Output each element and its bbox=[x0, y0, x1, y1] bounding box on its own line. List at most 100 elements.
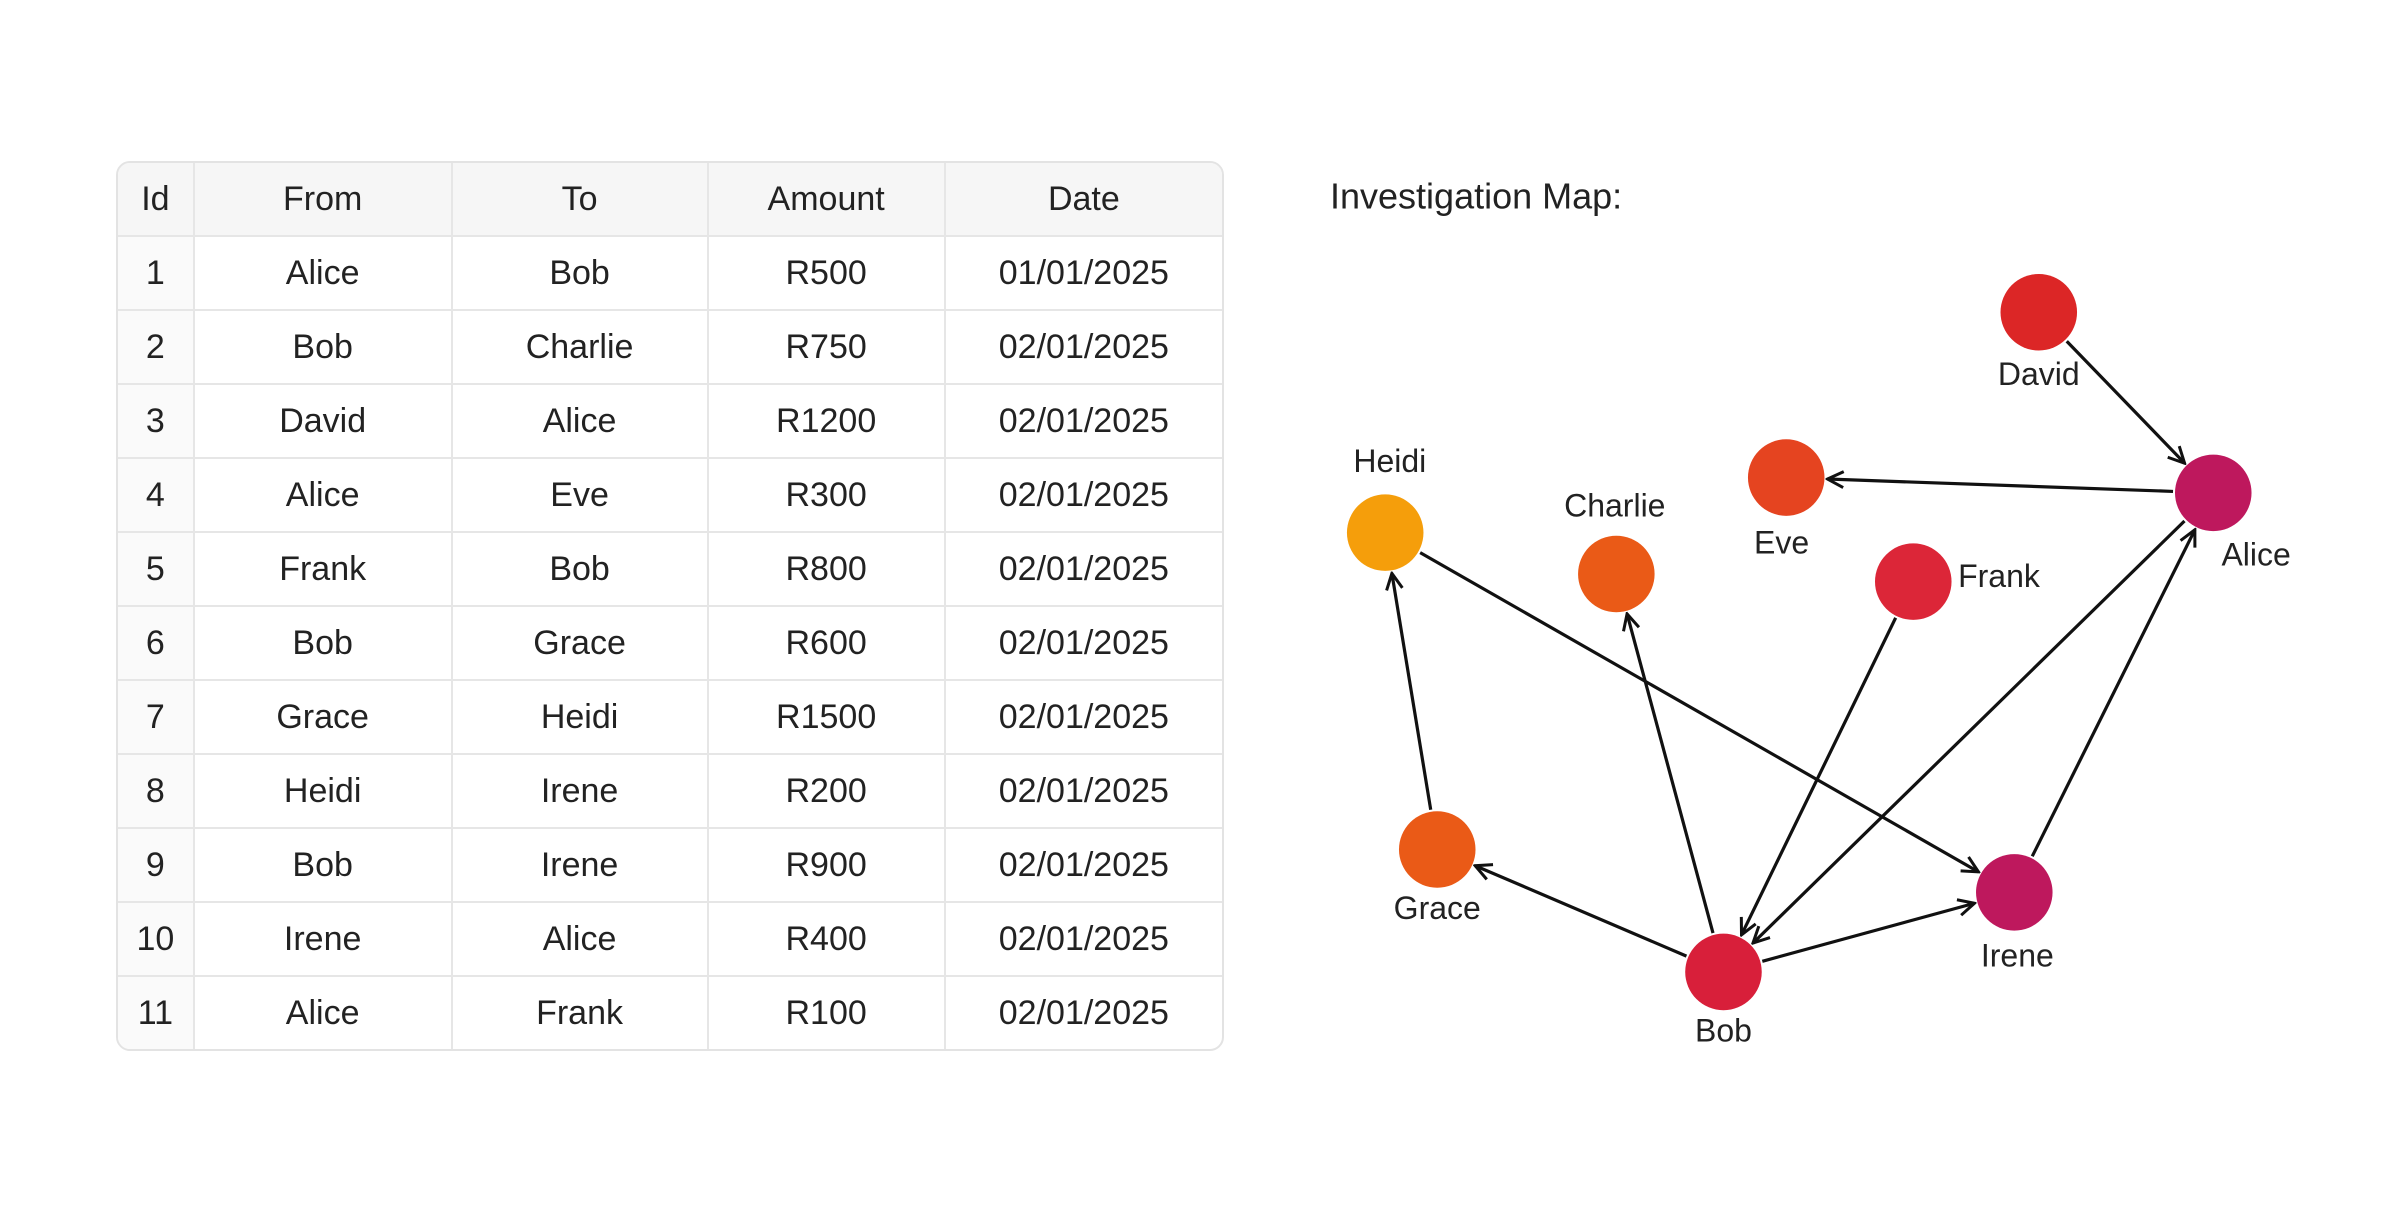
table-cell: 2 bbox=[118, 311, 195, 385]
table-cell: Irene bbox=[452, 755, 709, 829]
table-cell: R600 bbox=[708, 607, 946, 681]
edge bbox=[1761, 903, 1974, 963]
node bbox=[2175, 454, 2252, 532]
table-cell: 02/01/2025 bbox=[945, 607, 1222, 681]
table-row: 6 Bob Grace R600 02/01/2025 bbox=[118, 607, 1222, 681]
table-cell: Grace bbox=[452, 607, 709, 681]
table-cell: 02/01/2025 bbox=[945, 755, 1222, 829]
table-cell: 3 bbox=[118, 385, 195, 459]
table-cell: 01/01/2025 bbox=[945, 237, 1222, 311]
table-cell: 7 bbox=[118, 681, 195, 755]
table-cell: R900 bbox=[708, 829, 946, 903]
table-row: 4 Alice Eve R300 02/01/2025 bbox=[118, 459, 1222, 533]
node bbox=[1685, 933, 1762, 1011]
map-title: Investigation Map: bbox=[1330, 176, 1622, 217]
table-cell: 11 bbox=[118, 977, 195, 1049]
table-cell: R1500 bbox=[708, 681, 946, 755]
edge bbox=[2030, 530, 2195, 858]
table-cell: 02/01/2025 bbox=[945, 681, 1222, 755]
table-cell: Bob bbox=[194, 607, 453, 681]
edge bbox=[1475, 866, 1688, 958]
table-cell: Grace bbox=[194, 681, 453, 755]
table-body: 1 Alice Bob R500 01/01/2025 2 Bob Charlie R750 02… bbox=[118, 237, 1222, 1049]
table-row: 2 Bob Charlie R750 02/01/2025 bbox=[118, 311, 1222, 385]
table-row: 3 David Alice R1200 02/01/2025 bbox=[118, 385, 1222, 459]
table-cell: 10 bbox=[118, 903, 195, 977]
table-cell: Bob bbox=[194, 311, 453, 385]
table-cell: 02/01/2025 bbox=[945, 829, 1222, 903]
node bbox=[1875, 543, 1952, 620]
node bbox=[1976, 854, 2053, 931]
node-label: David bbox=[1998, 356, 2080, 392]
table-cell: 4 bbox=[118, 459, 195, 533]
table-cell: R100 bbox=[709, 977, 946, 1049]
table-cell: R400 bbox=[708, 903, 946, 977]
node bbox=[2000, 273, 2078, 351]
table-cell: 6 bbox=[118, 607, 195, 681]
edge bbox=[1742, 617, 1898, 935]
table-cell: 02/01/2025 bbox=[945, 903, 1222, 977]
header-cell: Date bbox=[945, 163, 1222, 237]
table-cell: Alice bbox=[194, 237, 453, 311]
node-label: Charlie bbox=[1564, 488, 1665, 524]
table-row: 8 Heidi Irene R200 02/01/2025 bbox=[118, 755, 1222, 829]
table-cell: Heidi bbox=[452, 681, 709, 755]
node-label: Irene bbox=[1981, 938, 2054, 974]
table-cell: 02/01/2025 bbox=[998, 993, 1169, 1032]
table-cell: R200 bbox=[708, 755, 946, 829]
edge bbox=[2065, 340, 2185, 463]
table-row: 11 Alice Frank R100 02/01/2025 bbox=[118, 977, 1222, 1049]
header-cell: From bbox=[194, 163, 453, 237]
edge bbox=[1627, 614, 1715, 934]
table-cell: 5 bbox=[118, 533, 195, 607]
transactions-table: Id From To Amount Date 1 Alice Bob R500 01/01/20… bbox=[116, 161, 1224, 1051]
node-label: Heidi bbox=[1353, 443, 1426, 479]
table-cell: R1200 bbox=[708, 385, 946, 459]
table-row: 10 Irene Alice R400 02/01/2025 bbox=[118, 903, 1222, 977]
table-row: 7 Grace Heidi R1500 02/01/2025 bbox=[118, 681, 1222, 755]
table-cell: Alice bbox=[452, 903, 709, 977]
table-cell: 02/01/2025 bbox=[945, 385, 1222, 459]
table-cell: Irene bbox=[452, 829, 709, 903]
node bbox=[1398, 811, 1476, 888]
table-cell: Frank bbox=[453, 977, 709, 1049]
table-cell: Bob bbox=[452, 533, 709, 607]
table-cell: 1 bbox=[118, 237, 195, 311]
table-cell: David bbox=[194, 385, 453, 459]
table-cell: Alice bbox=[195, 977, 453, 1049]
node-label: Grace bbox=[1394, 890, 1481, 926]
table-row: 9 Bob Irene R900 02/01/2025 bbox=[118, 829, 1222, 903]
table-cell: 02/01/2025 bbox=[945, 311, 1222, 385]
table-cell: Alice bbox=[452, 385, 709, 459]
node bbox=[1578, 535, 1655, 613]
table-cell: R750 bbox=[708, 311, 946, 385]
edge bbox=[1827, 479, 2174, 494]
table-cell: 02/01/2025 bbox=[945, 533, 1222, 607]
header-cell: Id bbox=[118, 163, 195, 237]
node bbox=[1346, 494, 1424, 571]
table-cell: Frank bbox=[194, 533, 453, 607]
node bbox=[1747, 439, 1825, 516]
header-row: Id From To Amount Date bbox=[118, 163, 1222, 237]
edge bbox=[1753, 519, 2186, 943]
table-cell: Charlie bbox=[452, 311, 709, 385]
node-label: Frank bbox=[1958, 558, 2041, 594]
node-label: Bob bbox=[1695, 1013, 1752, 1049]
table-cell: 8 bbox=[118, 755, 195, 829]
table-row: 5 Frank Bob R800 02/01/2025 bbox=[118, 533, 1222, 607]
table-cell: Heidi bbox=[194, 755, 453, 829]
header-cell: To bbox=[452, 163, 709, 237]
node-label: Alice bbox=[2221, 537, 2290, 573]
table-cell: R800 bbox=[708, 533, 946, 607]
table-cell: R300 bbox=[708, 459, 946, 533]
table-cell: Bob bbox=[194, 829, 453, 903]
table-cell: Bob bbox=[452, 237, 709, 311]
node-label: Eve bbox=[1754, 524, 1809, 560]
table-cell: 02/01/2025 bbox=[945, 459, 1222, 533]
header-cell: Amount bbox=[708, 163, 946, 237]
table-row: 1 Alice Bob R500 01/01/2025 bbox=[118, 237, 1222, 311]
edge bbox=[1392, 573, 1433, 811]
table-cell: R500 bbox=[708, 237, 946, 311]
